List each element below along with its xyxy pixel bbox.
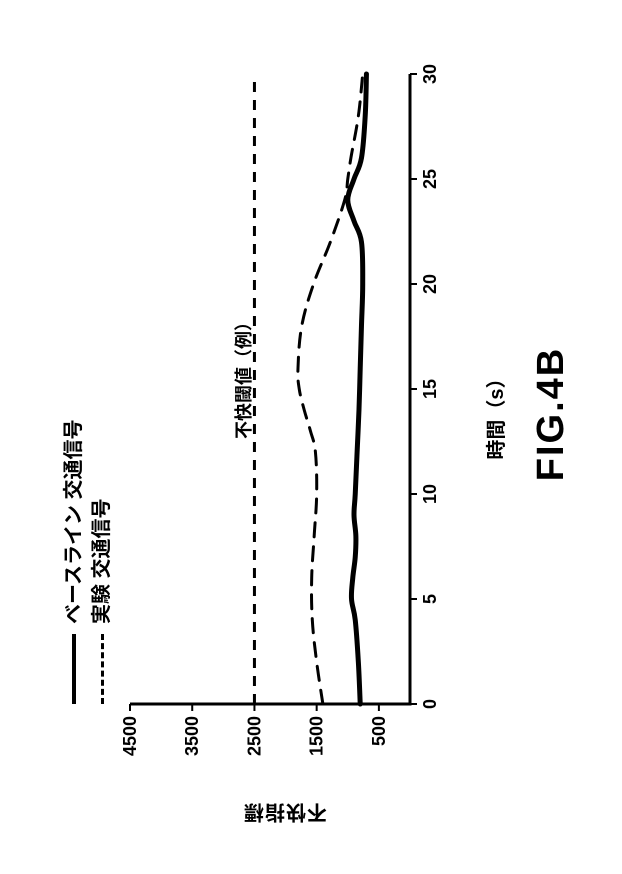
legend-label-baseline: ベースライン 交通信号 — [60, 419, 88, 624]
svg-text:10: 10 — [420, 484, 440, 504]
chart: 500 1500 2500 3500 4500 0 5 10 15 20 25 30 — [120, 64, 450, 764]
svg-text:2500: 2500 — [244, 716, 264, 756]
svg-text:5: 5 — [420, 594, 440, 604]
svg-text:15: 15 — [420, 379, 440, 399]
svg-text:4500: 4500 — [120, 716, 140, 756]
threshold-label: 不快閾値（例） — [230, 313, 256, 439]
rotated-content: ベースライン 交通信号 実験 交通信号 不快指標 500 1500 2500 3500… — [0, 0, 622, 874]
legend-item-baseline: ベースライン 交通信号 — [60, 419, 88, 704]
svg-text:3500: 3500 — [182, 716, 202, 756]
x-axis-label: 時間（s） — [480, 368, 509, 459]
y-axis-label: 不快指標 — [243, 800, 327, 829]
svg-text:20: 20 — [420, 274, 440, 294]
svg-text:1500: 1500 — [307, 716, 327, 756]
legend-item-experiment: 実験 交通信号 — [88, 419, 116, 704]
legend-label-experiment: 実験 交通信号 — [88, 498, 116, 624]
legend: ベースライン 交通信号 実験 交通信号 — [60, 419, 116, 704]
legend-swatch-baseline — [72, 634, 76, 704]
svg-text:30: 30 — [420, 64, 440, 84]
chart-svg: 500 1500 2500 3500 4500 0 5 10 15 20 25 30 — [120, 64, 450, 764]
svg-text:500: 500 — [369, 716, 389, 746]
svg-text:0: 0 — [420, 699, 440, 709]
svg-text:25: 25 — [420, 169, 440, 189]
page: ベースライン 交通信号 実験 交通信号 不快指標 500 1500 2500 3500… — [0, 0, 622, 874]
legend-swatch-experiment — [101, 634, 104, 704]
figure-caption: FIG.4B — [530, 347, 573, 481]
